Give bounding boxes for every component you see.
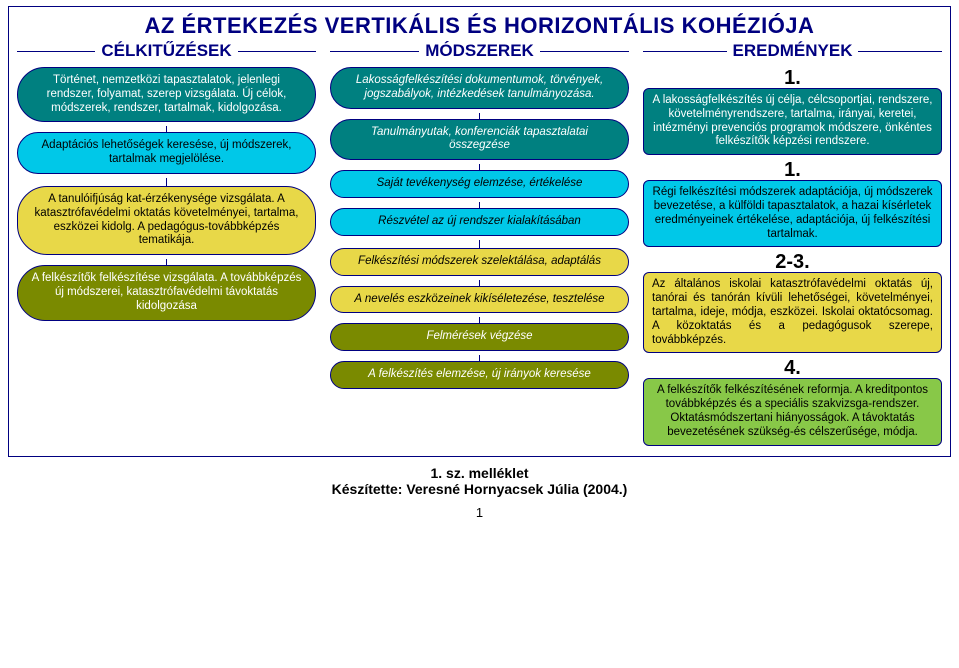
connector <box>479 240 480 248</box>
goal-box-3: A tanulóifjúság kat-érzékenysége vizsgál… <box>17 186 316 255</box>
result-num-2: 1. <box>643 159 942 182</box>
header-results: EREDMÉNYEK <box>643 41 942 61</box>
goal-box-1: Történet, nemzetközi tapasztalatok, jele… <box>17 67 316 122</box>
col-methods: MÓDSZEREK Lakosságfelkészítési dokumentu… <box>330 41 629 450</box>
goal-box-2: Adaptációs lehetőségek keresése, új móds… <box>17 132 316 174</box>
result-box-3: Az általános iskolai katasztrófavédelmi … <box>643 272 942 353</box>
method-box-3: Saját tevékenység elemzése, értékelése <box>330 170 629 198</box>
method-box-1: Lakosságfelkészítési dokumentumok, törvé… <box>330 67 629 109</box>
goal-box-4: A felkészítők felkészítése vizsgálata. A… <box>17 265 316 320</box>
method-box-5: Felkészítési módszerek szelektálása, ada… <box>330 248 629 276</box>
connector <box>166 178 167 186</box>
columns: CÉLKITŰZÉSEK Történet, nemzetközi tapasz… <box>17 41 942 450</box>
result-box-1: A lakosságfelkészítés új célja, célcsopo… <box>643 88 942 155</box>
header-methods: MÓDSZEREK <box>330 41 629 61</box>
diagram-frame: AZ ÉRTEKEZÉS VERTIKÁLIS ÉS HORIZONTÁLIS … <box>8 6 951 457</box>
result-num-4: 4. <box>643 357 942 380</box>
appendix-label: 1. sz. melléklet <box>0 465 959 481</box>
author-line: Készítette: Veresné Hornyacsek Júlia (20… <box>0 481 959 497</box>
method-box-2: Tanulmányutak, konferenciák tapasztalata… <box>330 119 629 161</box>
header-goals: CÉLKITŰZÉSEK <box>17 41 316 61</box>
result-box-2: Régi felkészítési módszerek adaptációja,… <box>643 180 942 247</box>
footer: 1. sz. melléklet Készítette: Veresné Hor… <box>0 465 959 497</box>
result-num-1: 1. <box>643 67 942 90</box>
method-box-8: A felkészítés elemzése, új irányok keres… <box>330 361 629 389</box>
page-number: 1 <box>0 505 959 520</box>
result-num-3: 2-3. <box>643 251 942 274</box>
method-box-7: Felmérések végzése <box>330 323 629 351</box>
method-box-4: Részvétel az új rendszer kialakításában <box>330 208 629 236</box>
result-box-4: A felkészítők felkészítésének reformja. … <box>643 378 942 445</box>
col-results: EREDMÉNYEK 1. A lakosságfelkészítés új c… <box>643 41 942 450</box>
connector <box>479 113 480 119</box>
method-box-6: A nevelés eszközeinek kikíséletezése, te… <box>330 286 629 314</box>
header-methods-text: MÓDSZEREK <box>419 41 540 60</box>
connector <box>479 280 480 286</box>
col-goals: CÉLKITŰZÉSEK Történet, nemzetközi tapasz… <box>17 41 316 450</box>
header-goals-text: CÉLKITŰZÉSEK <box>95 41 237 60</box>
header-results-text: EREDMÉNYEK <box>727 41 859 60</box>
main-title: AZ ÉRTEKEZÉS VERTIKÁLIS ÉS HORIZONTÁLIS … <box>17 13 942 39</box>
